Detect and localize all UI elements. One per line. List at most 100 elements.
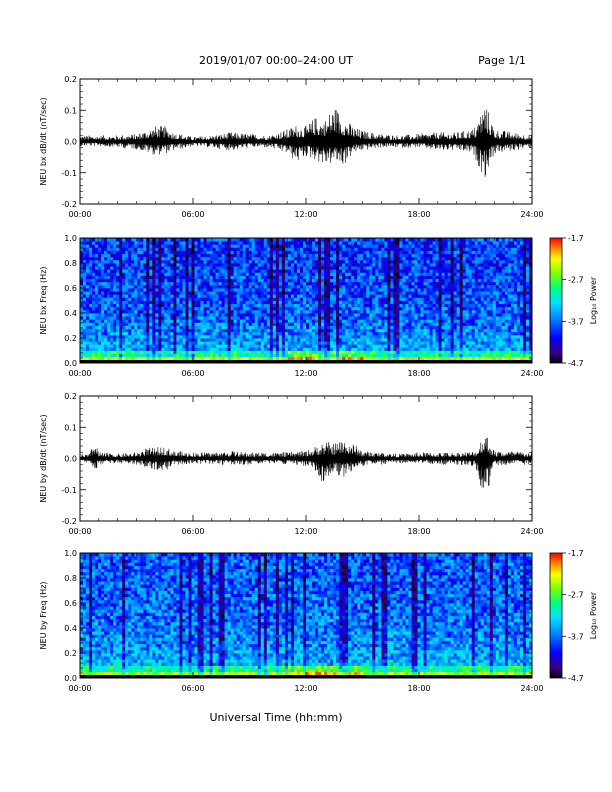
spectrogram-cell [131,341,135,345]
spectrogram-cell [113,319,117,323]
spectrogram-cell [260,325,265,330]
spectrogram-cell [293,322,298,326]
spectrogram-cell [426,316,430,320]
spectrogram-cell [420,309,424,314]
spectrogram-cell [333,294,337,298]
spectrogram-cell [360,350,364,355]
spectrogram-cell [194,350,198,355]
spectrogram-cell [248,350,253,355]
spectrogram-cell [173,259,177,264]
spectrogram-cell [206,306,210,311]
spectrogram-cell [164,356,168,361]
spectrogram-cell [384,341,388,345]
spectrogram-cell [80,331,84,336]
spectrogram-cell [236,281,241,286]
spectrogram-cell [390,334,394,339]
spectrogram-cell [354,288,358,292]
spectrogram-cell [299,350,304,355]
spectrogram-cell [209,322,213,326]
spectrogram-cell [155,284,159,289]
spectrogram-cell [212,344,216,348]
spectrogram-cell [372,356,376,361]
spectrogram-cell [245,319,250,323]
spectrogram-cell [191,325,195,330]
spectrogram-cell [242,244,247,248]
spectrogram-cell [366,259,370,264]
spectrogram-cell [98,272,102,276]
spectrogram-cell [242,316,247,320]
spectrogram-cell [333,263,337,267]
spectrogram-cell [354,328,358,333]
spectrogram-cell [191,291,195,295]
spectrogram-cell [360,325,364,330]
spectrogram-cell [179,300,183,305]
spectrogram-cell [242,309,247,314]
spectrogram-cell [342,250,346,255]
spectrogram-cell [369,253,373,258]
spectrogram-cell [158,266,162,270]
spectrogram-cell [221,247,226,251]
spectrogram-cell [164,275,168,280]
spectrogram-cell [185,331,189,336]
spectrogram-cell [417,344,421,348]
spectrogram-cell [441,294,446,298]
spectrogram-cell [266,306,271,311]
spectrogram-cell [429,334,433,339]
spectrogram-cell [363,328,367,333]
spectrogram-cell [221,341,226,345]
spectrogram-cell [119,266,123,270]
spectrogram-cell [149,300,153,305]
spectrogram-cell [95,347,99,351]
spectrogram-cell [212,275,216,280]
spectrogram-cell [420,238,424,242]
spectrogram-cell [110,338,114,342]
spectrogram-cell [266,297,271,301]
spectrogram-cell [354,259,358,264]
spectrogram-cell [432,281,436,286]
spectrogram-cell [321,316,325,320]
spectrogram-cell [116,306,120,311]
spectrogram-cell [290,328,295,333]
spectrogram-cell [324,313,328,317]
spectrogram-cell [429,313,433,317]
spectrogram-cell [269,291,274,295]
spectrogram-cell [251,341,256,345]
spectrogram-cell [113,353,117,358]
spectrogram-cell [119,297,123,301]
spectrogram-cell [408,319,412,323]
spectrogram-cell [339,306,343,311]
spectrogram-cell [372,244,376,248]
spectrogram-cell [95,328,99,333]
spectrogram-cell [333,247,337,251]
spectrogram-cell [342,319,346,323]
spectrogram-cell [378,322,382,326]
spectrogram-cell [290,238,295,242]
spectrogram-cell [254,275,259,280]
spectrogram-cell [80,319,84,323]
spectrogram-cell [257,306,262,311]
spectrogram-cell [272,256,277,261]
spectrogram-cell [116,313,120,317]
spectrogram-cell [191,272,195,276]
spectrogram-cell [197,309,201,314]
spectrogram-cell [248,297,253,301]
spectrogram-cell [287,250,292,255]
spectrogram-cell [339,275,343,280]
spectrogram-cell [405,322,409,326]
spectrogram-cell [92,247,96,251]
spectrogram-cell [92,275,96,280]
spectrogram-cell [98,284,102,289]
spectrogram-cell [215,291,220,295]
spectrogram-cell [149,344,153,348]
spectrogram-cell [411,256,415,261]
spectrogram-cell [140,294,144,298]
spectrogram-cell [263,344,268,348]
spectrogram-cell [194,322,198,326]
spectrogram-cell [284,266,289,270]
spectrogram-cell [284,281,289,286]
spectrogram-cell [209,241,213,245]
spectrogram-cell [363,300,367,305]
spectrogram-cell [396,278,400,283]
spectrogram-cell [396,294,400,298]
spectrogram-cell [254,281,259,286]
